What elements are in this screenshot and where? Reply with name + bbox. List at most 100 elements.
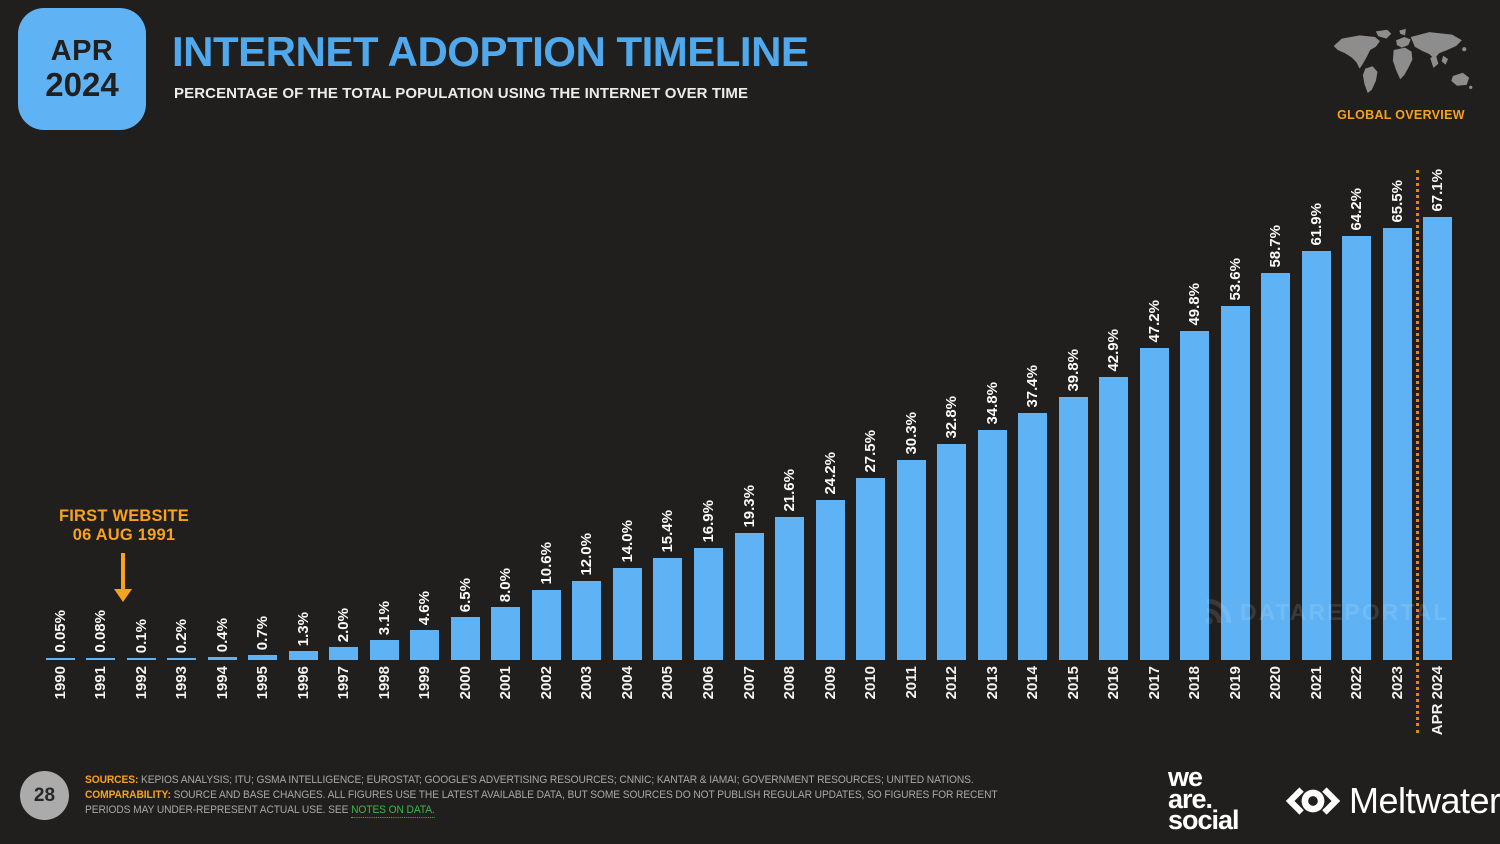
notes-on-data-link[interactable]: NOTES ON DATA. (351, 804, 435, 818)
year-label: 2002 (537, 666, 555, 700)
bar (491, 607, 521, 660)
bar-value-label: 0.7% (254, 615, 272, 650)
annotation-arrow-shaft (121, 553, 125, 589)
year-label: 2005 (659, 666, 677, 700)
bar-column: 0.05% (40, 610, 81, 660)
datareportal-icon (1205, 598, 1232, 625)
annotation-arrow-head (114, 589, 132, 602)
bar-column: 12.0% (567, 533, 608, 660)
bar (977, 430, 1007, 660)
bar-column: 6.5% (445, 578, 486, 660)
bar-value-label: 8.0% (497, 567, 515, 602)
bar (410, 630, 440, 660)
first-website-annotation: FIRST WEBSITE 06 AUG 1991 (40, 507, 208, 545)
year-label: 2009 (821, 666, 839, 700)
annotation-line1: FIRST WEBSITE (58, 507, 190, 525)
year-label: 2014 (1024, 666, 1042, 700)
bar-value-label: 34.8% (983, 382, 1001, 425)
year-label: 2006 (700, 666, 717, 700)
bar-column: 34.8% (972, 382, 1013, 660)
world-map-icon (1328, 22, 1474, 104)
page-number-badge: 28 (20, 771, 69, 820)
bar-value-label: 21.6% (781, 469, 799, 512)
date-badge-year: 2024 (45, 66, 119, 103)
year-label: 2020 (1267, 666, 1285, 700)
meltwater-logo: Meltwater (1284, 780, 1500, 822)
bar (856, 478, 886, 660)
page-title: INTERNET ADOPTION TIMELINE (172, 28, 809, 75)
date-badge-month: APR (50, 35, 114, 67)
bar (572, 581, 602, 660)
bar-column: 67.1% (1418, 169, 1459, 660)
year-label: 1990 (51, 666, 69, 700)
bar-value-label: 10.6% (537, 542, 555, 585)
bar-value-label: 0.2% (173, 618, 191, 653)
we-are-social-line3: social (1168, 805, 1240, 835)
bar-value-label: 0.05% (51, 610, 69, 653)
year-label: 1997 (335, 666, 353, 700)
bar-column: 4.6% (405, 591, 446, 660)
year-axis: 1990 1991 1992 1993 1994 1995 1996 1997 1998 1999… (40, 666, 1458, 735)
bar-value-label: 0.1% (132, 618, 150, 653)
bar-value-label: 67.1% (1429, 169, 1447, 212)
bar-value-label: 37.4% (1024, 365, 1042, 408)
watermark-text: DATAREPORTAL (1240, 599, 1450, 625)
bar-value-label: 15.4% (659, 510, 677, 553)
bar-value-label: 19.3% (740, 485, 758, 528)
we-are-social-line1: we (1168, 762, 1203, 792)
bar (1220, 306, 1250, 660)
global-overview-label: GLOBAL OVERVIEW (1337, 108, 1465, 122)
bar-value-label: 65.5% (1388, 180, 1406, 223)
year-label: 1991 (92, 666, 110, 700)
annotation-line2: 06 AUG 1991 (72, 526, 176, 544)
bar (734, 533, 764, 660)
bar (1139, 348, 1169, 660)
bar-value-label: 64.2% (1348, 188, 1366, 231)
bar (329, 647, 359, 660)
bar-value-label: 24.2% (821, 452, 839, 495)
bar-column: 8.0% (486, 568, 527, 660)
bar-column: 42.9% (1093, 329, 1134, 660)
bar (1342, 236, 1372, 660)
year-label: 2016 (1105, 666, 1123, 700)
bar-value-label: 0.4% (213, 617, 231, 652)
bar-column: 58.7% (1255, 225, 1296, 660)
year-label: 2015 (1064, 666, 1082, 700)
bar (775, 517, 805, 660)
year-label: 2010 (862, 666, 880, 700)
date-badge: APR 2024 (18, 8, 146, 130)
bar-column: 49.8% (1174, 283, 1215, 660)
bar-column: 0.1% (121, 619, 162, 660)
bar-column: 16.9% (688, 500, 729, 660)
bar-value-label: 32.8% (943, 396, 961, 439)
bar-value-label: 1.3% (294, 611, 312, 646)
sources-label: SOURCES: (85, 774, 139, 786)
bar-column: 0.7% (243, 616, 284, 660)
footer-sources: SOURCES: KEPIOS ANALYSIS; ITU; GSMA INTE… (85, 773, 1043, 818)
bar (1180, 331, 1210, 660)
year-label: 1995 (254, 666, 272, 700)
bar (45, 658, 75, 660)
bar-value-label: 2.0% (335, 607, 353, 642)
bar-value-label: 61.9% (1307, 203, 1325, 246)
bar (896, 460, 926, 660)
bar-column: 21.6% (769, 469, 810, 660)
bar-column: 47.2% (1134, 300, 1175, 660)
bar-column: 0.08% (81, 610, 122, 660)
bar-value-label: 16.9% (700, 500, 717, 543)
datareportal-watermark: DATAREPORTAL (1203, 598, 1449, 627)
bar-column: 0.4% (202, 618, 243, 660)
plot-area: 0.05% 0.08% 0.1% 0.2% 0.4% 0.7% 1.3% 2.0% 3.1% 4.… (40, 160, 1458, 660)
bar (288, 651, 318, 660)
bar (1058, 397, 1088, 660)
year-label: 1994 (213, 666, 231, 700)
year-label: 2017 (1145, 666, 1163, 700)
bar-column: 37.4% (1012, 365, 1053, 660)
year-label: 2022 (1348, 666, 1366, 700)
bar-column: 61.9% (1296, 203, 1337, 660)
sources-text: KEPIOS ANALYSIS; ITU; GSMA INTELLIGENCE;… (138, 774, 974, 786)
bar-value-label: 58.7% (1267, 225, 1285, 268)
bar-value-label: 14.0% (618, 520, 636, 563)
bar-value-label: 6.5% (456, 577, 474, 612)
bar (1382, 228, 1412, 660)
